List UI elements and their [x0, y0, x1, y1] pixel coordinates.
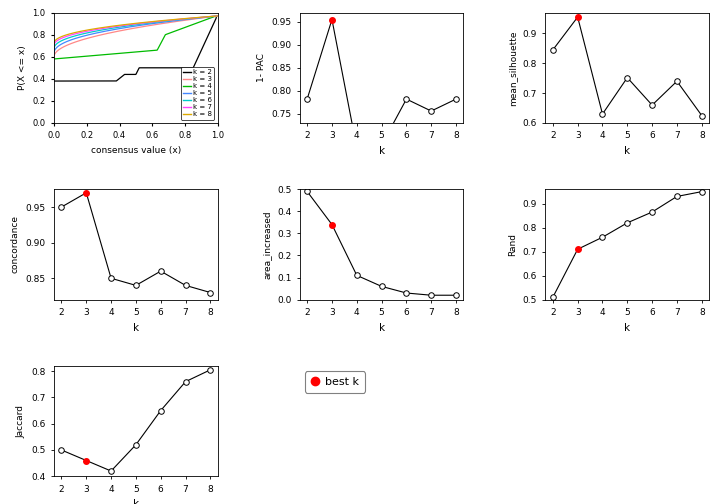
k = 6: [184, 16, 192, 22]
k = 6: [138, 21, 147, 27]
k = 2: [147, 65, 156, 71]
k = 7: [138, 20, 147, 26]
k = 5: [138, 22, 147, 28]
k = 2: [210, 20, 218, 26]
k = 3: [213, 13, 222, 19]
k = 2: [138, 65, 147, 71]
X-axis label: k: k: [379, 323, 384, 333]
k = 8: [127, 21, 136, 27]
Y-axis label: mean_silhouette: mean_silhouette: [508, 30, 517, 105]
k = 7: [147, 19, 156, 25]
k = 4: [127, 49, 136, 55]
k = 2: [127, 72, 136, 78]
k = 7: [128, 21, 137, 27]
k = 2: [128, 72, 137, 78]
k = 5: [128, 23, 137, 29]
k = 6: [210, 13, 218, 19]
Y-axis label: concordance: concordance: [11, 215, 20, 274]
Y-axis label: Rand: Rand: [508, 233, 517, 256]
Line: k = 7: k = 7: [54, 16, 217, 46]
Legend: k = 2, k = 3, k = 4, k = 5, k = 6, k = 7, k = 8: k = 2, k = 3, k = 4, k = 5, k = 6, k = 7…: [181, 67, 215, 119]
X-axis label: k: k: [132, 499, 139, 504]
X-axis label: k: k: [624, 323, 631, 333]
k = 8: [50, 40, 58, 46]
k = 4: [147, 47, 156, 53]
X-axis label: k: k: [132, 323, 139, 333]
k = 3: [184, 17, 192, 23]
k = 8: [184, 15, 192, 21]
k = 3: [147, 22, 156, 28]
Y-axis label: Jaccard: Jaccard: [17, 405, 26, 437]
Line: k = 2: k = 2: [54, 16, 217, 81]
k = 7: [184, 16, 192, 22]
k = 4: [210, 14, 218, 20]
k = 3: [127, 26, 136, 32]
Line: k = 5: k = 5: [54, 16, 217, 53]
k = 3: [138, 24, 147, 30]
k = 8: [128, 21, 137, 27]
k = 6: [127, 22, 136, 28]
k = 5: [184, 16, 192, 22]
k = 4: [128, 49, 137, 55]
Line: k = 3: k = 3: [54, 16, 217, 57]
Legend: best k: best k: [305, 371, 365, 393]
k = 5: [147, 21, 156, 27]
Y-axis label: area_increased: area_increased: [262, 210, 271, 279]
k = 6: [128, 22, 137, 28]
k = 6: [50, 46, 58, 52]
Line: k = 4: k = 4: [54, 16, 217, 59]
k = 8: [138, 20, 147, 26]
Y-axis label: 1- PAC: 1- PAC: [257, 53, 266, 82]
k = 6: [213, 13, 222, 19]
k = 8: [213, 13, 222, 19]
k = 6: [147, 20, 156, 26]
k = 3: [128, 25, 137, 31]
X-axis label: k: k: [624, 146, 631, 156]
k = 4: [212, 13, 221, 19]
k = 3: [210, 14, 218, 20]
k = 2: [212, 13, 221, 19]
k = 7: [50, 43, 58, 49]
k = 4: [50, 56, 58, 62]
k = 5: [213, 13, 222, 19]
X-axis label: consensus value (x): consensus value (x): [91, 146, 181, 155]
Y-axis label: P(X <= x): P(X <= x): [18, 45, 27, 90]
k = 4: [138, 48, 147, 54]
k = 7: [213, 13, 222, 19]
k = 3: [50, 54, 58, 60]
k = 7: [127, 21, 136, 27]
X-axis label: k: k: [379, 146, 384, 156]
k = 8: [147, 19, 156, 25]
Line: k = 6: k = 6: [54, 16, 217, 49]
k = 4: [184, 23, 192, 29]
Line: k = 8: k = 8: [54, 16, 217, 43]
k = 8: [210, 13, 218, 19]
k = 2: [50, 78, 58, 84]
k = 5: [50, 50, 58, 56]
k = 4: [213, 13, 222, 19]
k = 7: [210, 13, 218, 19]
k = 5: [127, 24, 136, 30]
k = 2: [184, 65, 192, 71]
k = 5: [210, 13, 218, 19]
k = 2: [213, 13, 222, 19]
